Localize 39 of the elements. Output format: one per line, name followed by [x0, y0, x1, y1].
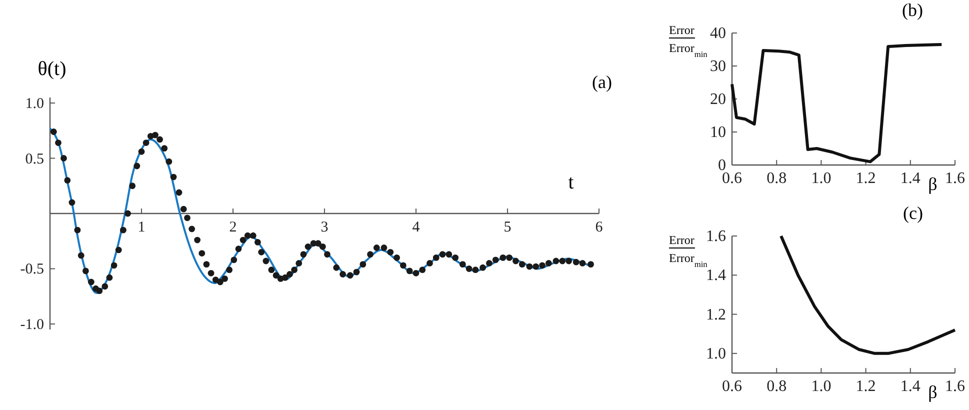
x-axis-title: t — [568, 172, 574, 194]
x-tick-label: 3 — [320, 220, 328, 236]
x-tick-label: 1.2 — [856, 170, 876, 187]
y-tick-label: 1.0 — [706, 345, 726, 362]
y-tick-label: 20 — [710, 91, 726, 108]
x-tick-label: 5 — [504, 220, 512, 236]
y-axis-title: Error Error$_{min}$ — [669, 233, 708, 268]
x-tick-label: 0.6 — [722, 378, 742, 395]
x-tick-label: 0.8 — [766, 170, 787, 187]
x-axis-title: β — [928, 174, 938, 194]
line-series — [730, 43, 944, 164]
y-tick-label: 10 — [710, 124, 726, 141]
x-axis-title: β — [928, 382, 938, 402]
x-tick-label: 0.8 — [766, 378, 787, 395]
y-axis-title: Error Error$_{min}$ — [669, 23, 708, 58]
x-tick-label: 6 — [595, 220, 604, 236]
x-tick-label: 2 — [229, 220, 237, 236]
y-tick-label: -0.5 — [20, 262, 44, 278]
y-tick-label: 1.2 — [706, 306, 726, 324]
y-tick-label: 0.5 — [25, 151, 44, 168]
y-tick-label: 1.0 — [25, 96, 44, 112]
x-tick-label: 1.0 — [811, 378, 832, 395]
x-tick-label: 1.6 — [945, 170, 965, 187]
text: (c) — [903, 203, 923, 223]
y-tick-label: 1.4 — [706, 267, 726, 284]
y-tick-label: 30 — [710, 58, 726, 75]
y-tick-label: -1.0 — [20, 316, 44, 333]
text: (a) — [592, 72, 612, 92]
x-tick-label: 4 — [412, 220, 420, 236]
y-tick-label: 40 — [710, 25, 726, 42]
x-tick-label: 1.0 — [811, 170, 832, 187]
x-tick-label: 1 — [138, 220, 146, 236]
text: (b) — [902, 0, 923, 20]
line-series — [780, 234, 956, 355]
y-axis-title: θ(t) — [38, 58, 66, 80]
x-tick-label: 1.2 — [856, 378, 876, 395]
x-tick-label: 1.6 — [945, 378, 965, 395]
x-tick-label: 1.4 — [900, 170, 920, 187]
x-tick-label: 1.4 — [900, 378, 920, 395]
